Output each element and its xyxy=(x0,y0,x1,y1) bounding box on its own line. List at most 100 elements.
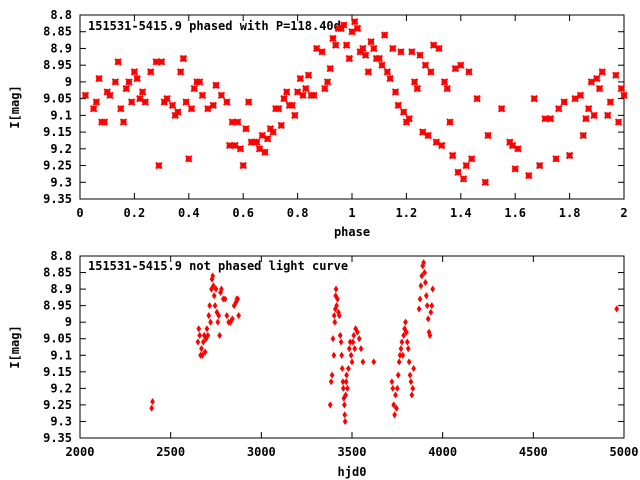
data-point xyxy=(327,401,333,409)
y-tick-label: 9 xyxy=(65,315,72,329)
data-point xyxy=(435,44,443,53)
data-point xyxy=(514,145,522,153)
data-point xyxy=(555,104,563,113)
data-point xyxy=(417,295,423,303)
y-tick-label: 8.95 xyxy=(43,58,72,72)
data-point xyxy=(389,378,395,386)
y-tick-label: 9.3 xyxy=(50,175,72,189)
data-point xyxy=(206,312,212,320)
data-point xyxy=(208,318,213,326)
data-point xyxy=(614,305,620,313)
data-point xyxy=(457,61,465,69)
data-point xyxy=(579,131,587,140)
data-point xyxy=(454,168,462,176)
data-point xyxy=(422,269,427,277)
x-tick-label: 2500 xyxy=(156,445,185,459)
data-point xyxy=(114,58,122,66)
y-tick-label: 8.8 xyxy=(50,8,72,22)
data-point xyxy=(481,178,489,186)
data-point xyxy=(302,84,310,93)
data-point xyxy=(330,335,336,343)
data-point xyxy=(409,391,415,399)
data-point xyxy=(429,302,435,310)
data-point xyxy=(318,48,326,56)
y-tick-label: 9.1 xyxy=(50,108,72,122)
data-point xyxy=(200,351,205,359)
x-tick-label: 4000 xyxy=(428,445,457,459)
x-tick-label: 3500 xyxy=(338,445,367,459)
data-point xyxy=(242,125,250,133)
y-tick-label: 9.1 xyxy=(50,348,72,362)
phased-light-curve-panel: 151531-5415.9 phased with P=118.40d phas… xyxy=(8,8,628,239)
data-point xyxy=(141,98,149,106)
y-tick-label: 8.85 xyxy=(43,25,72,39)
data-point xyxy=(133,74,141,83)
data-point xyxy=(122,84,130,93)
data-point xyxy=(255,145,264,153)
y-tick-label: 8.9 xyxy=(50,41,72,55)
data-point xyxy=(117,104,125,113)
data-point xyxy=(81,91,90,99)
data-point xyxy=(392,411,397,419)
data-point xyxy=(419,272,425,280)
data-point xyxy=(197,331,203,339)
data-point xyxy=(424,131,432,140)
data-point xyxy=(223,98,231,106)
data-point xyxy=(323,78,332,86)
data-point xyxy=(216,312,222,320)
data-point xyxy=(429,41,438,49)
data-point xyxy=(168,101,177,110)
data-point xyxy=(552,155,560,163)
data-point xyxy=(404,328,409,336)
data-point xyxy=(212,81,220,89)
data-point xyxy=(351,17,359,26)
data-point xyxy=(440,78,449,86)
data-point xyxy=(407,371,413,379)
data-point xyxy=(484,131,492,140)
data-point xyxy=(340,21,348,29)
data-point xyxy=(199,345,204,353)
data-points xyxy=(81,17,628,186)
data-point xyxy=(111,78,120,86)
data-point xyxy=(217,91,226,99)
data-point xyxy=(421,61,430,69)
data-point xyxy=(339,364,345,373)
data-point xyxy=(590,111,598,120)
data-point xyxy=(359,44,367,53)
x-tick-label: 1.2 xyxy=(396,206,418,220)
data-point xyxy=(411,364,417,373)
data-point xyxy=(410,78,419,86)
data-point xyxy=(155,161,163,170)
data-point xyxy=(198,91,207,99)
data-point xyxy=(200,338,206,346)
data-point xyxy=(236,312,242,320)
data-point xyxy=(345,54,353,63)
data-point xyxy=(343,378,349,386)
data-point xyxy=(343,391,349,399)
data-point xyxy=(152,58,160,66)
data-point xyxy=(397,48,405,56)
data-point xyxy=(390,384,396,392)
data-point xyxy=(355,328,360,336)
data-point xyxy=(195,78,204,86)
data-point xyxy=(185,155,193,163)
data-point xyxy=(416,51,424,59)
data-point xyxy=(336,312,342,320)
y-tick-label: 9.3 xyxy=(50,414,72,428)
data-point xyxy=(331,41,340,49)
data-point xyxy=(231,141,239,150)
y-tick-label: 9.15 xyxy=(43,125,72,139)
data-point xyxy=(606,98,615,106)
data-point xyxy=(430,285,436,293)
data-point xyxy=(361,51,370,59)
data-point xyxy=(400,351,406,359)
data-point xyxy=(130,68,139,76)
data-point xyxy=(179,54,188,63)
data-point xyxy=(163,94,171,103)
data-point xyxy=(157,58,166,66)
data-point xyxy=(174,108,182,116)
data-point xyxy=(603,111,612,120)
data-point xyxy=(395,371,401,379)
data-point xyxy=(352,345,358,353)
